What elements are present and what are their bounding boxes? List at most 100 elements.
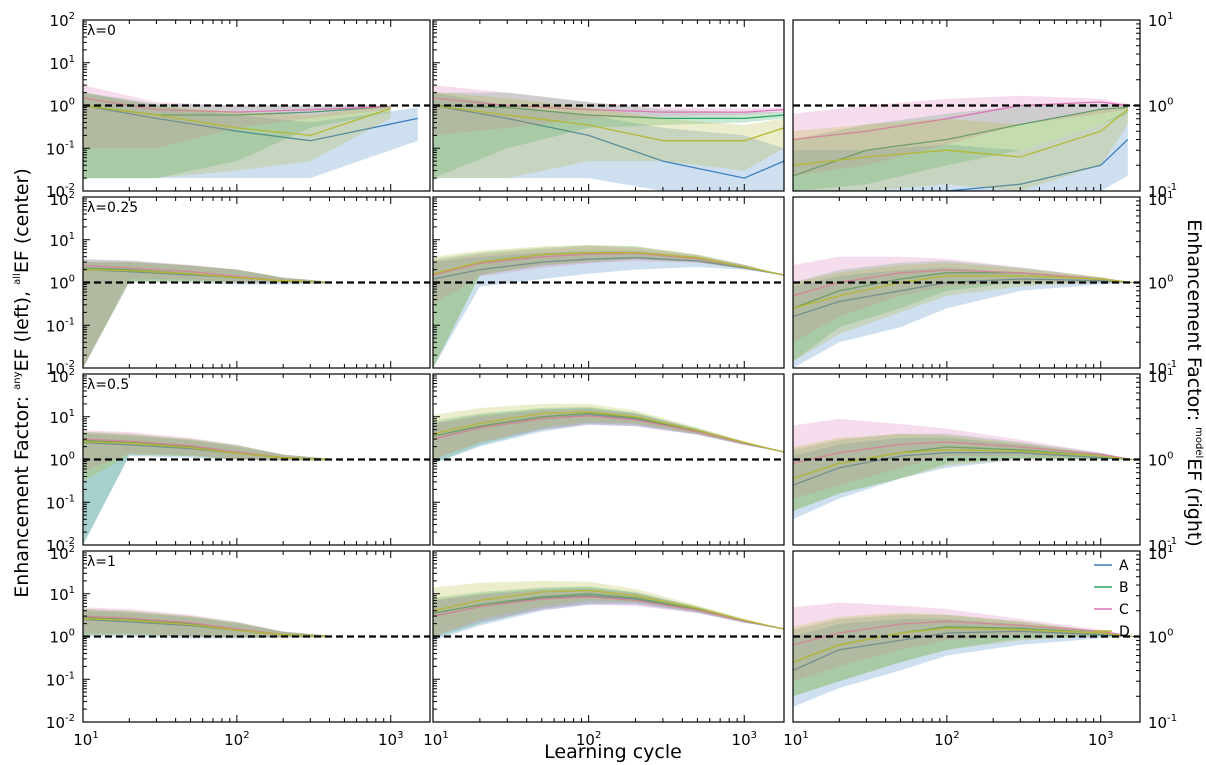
band-d — [793, 433, 1133, 511]
y-tick-label: 10-1 — [46, 316, 75, 335]
series-line-d — [433, 104, 784, 142]
x-tick-label: 102 — [224, 730, 249, 749]
band-b — [793, 260, 1133, 362]
panel-plot-area — [793, 95, 1129, 191]
band-b — [793, 614, 1133, 697]
y-tick-label: 10-2 — [46, 182, 75, 201]
band-a — [793, 619, 1133, 707]
band-c — [793, 602, 1133, 682]
y-tick-label: 101 — [1148, 190, 1173, 209]
band-c — [793, 418, 1133, 499]
panel-r1-right: 10-1 100 101 — [792, 190, 1177, 378]
band-d — [433, 580, 784, 637]
series-line-c — [433, 415, 784, 453]
y-tick-label: 100 — [50, 451, 75, 470]
y-tick-label: 10-1 — [1148, 359, 1177, 378]
band-a — [83, 92, 418, 179]
band-b — [433, 245, 784, 368]
x-tick-label: 101 — [423, 730, 448, 749]
band-b — [83, 431, 330, 545]
series-line-d — [83, 441, 330, 461]
y-tick-label: 10-2 — [46, 713, 75, 732]
y-tick-label: 101 — [50, 408, 75, 427]
legend-label-c: C — [1119, 602, 1129, 618]
band-a — [793, 267, 1133, 368]
series-line-c — [433, 596, 784, 630]
panel-r1-left: 10-2 10-1 100 101 102 λ=0.25 — [46, 190, 431, 378]
band-d — [793, 105, 1128, 191]
panel-plot-area — [793, 256, 1133, 368]
y-tick-label: 100 — [50, 274, 75, 293]
panel-plot-area — [83, 607, 330, 639]
panel-r0-right: 10-1 100 101 — [792, 11, 1177, 201]
y-tick-label: 102 — [50, 190, 75, 209]
right-y-axis-title: Enhancement Factor: modelEF (right) — [1183, 219, 1205, 547]
series-line-a — [83, 104, 418, 142]
series-line-c — [793, 441, 1133, 465]
y-tick-label: 10-1 — [46, 670, 75, 689]
band-d — [433, 403, 784, 460]
panel-r1-center — [432, 196, 785, 369]
series-line-d — [793, 449, 1133, 480]
series-line-a — [433, 257, 784, 280]
band-d — [433, 245, 784, 368]
band-b — [433, 406, 784, 464]
legend-label-a: A — [1119, 558, 1129, 574]
panel-r3-center: 101 102 103 — [423, 550, 785, 749]
band-a — [83, 262, 330, 368]
y-tick-label: 100 — [1148, 274, 1173, 293]
band-a — [793, 109, 1128, 191]
panel-r0-left: 10-2 10-1 100 101 102 λ=0 — [46, 11, 431, 201]
series-line-d — [793, 275, 1133, 309]
band-b — [793, 103, 1128, 191]
panel-plot-area — [433, 245, 784, 368]
series-line-b — [433, 104, 784, 120]
band-d — [83, 262, 330, 368]
y-tick-label: 10-1 — [1148, 536, 1177, 555]
band-d — [433, 92, 784, 179]
x-tick-label: 103 — [1088, 730, 1113, 749]
series-line-d — [793, 627, 1133, 663]
panel-plot-area — [83, 85, 418, 179]
band-c — [83, 607, 330, 638]
y-tick-label: 100 — [1148, 97, 1173, 116]
band-c — [83, 85, 391, 149]
band-c — [433, 246, 784, 305]
panel-r2-right: 10-1 100 101 — [792, 367, 1177, 555]
band-c — [83, 430, 330, 473]
y-tick-label: 101 — [50, 54, 75, 73]
y-tick-label: 100 — [1148, 628, 1173, 647]
y-tick-label: 101 — [1148, 367, 1173, 386]
panel-plot-area — [793, 418, 1133, 520]
lambda-label: λ=0.5 — [87, 377, 129, 393]
left-y-axis-title: Enhancement Factor: anyEF (left), allEF … — [11, 168, 33, 598]
x-tick-label: 103 — [732, 730, 757, 749]
panel-r3-left: 10-2 10-1 100 101 102 101 102 103 λ=1 — [46, 544, 431, 749]
y-tick-label: 10-1 — [1148, 713, 1177, 732]
x-tick-label: 102 — [576, 730, 601, 749]
y-tick-label: 101 — [50, 585, 75, 604]
panels-layer: 10-210-1100101102λ=010-110010110-210-110… — [46, 11, 1177, 749]
band-c — [433, 588, 784, 637]
panel-plot-area — [83, 259, 330, 368]
band-d — [793, 612, 1133, 697]
y-tick-label: 101 — [1148, 544, 1173, 563]
y-tick-label: 10-2 — [46, 536, 75, 555]
series-line-d — [83, 268, 330, 284]
x-tick-label: 102 — [934, 730, 959, 749]
band-b — [83, 608, 330, 638]
panel-r2-center — [432, 373, 785, 546]
y-tick-label: 10-1 — [1148, 182, 1177, 201]
band-c — [793, 256, 1133, 343]
series-line-a — [793, 452, 1133, 486]
series-line-b — [793, 106, 1128, 177]
series-line-d — [433, 589, 784, 630]
panel-r0-center — [432, 19, 785, 192]
band-b — [83, 92, 391, 179]
lambda-label: λ=0 — [87, 23, 116, 39]
band-a — [433, 250, 784, 368]
series-line-a — [793, 630, 1133, 672]
panel-plot-area — [793, 602, 1133, 707]
